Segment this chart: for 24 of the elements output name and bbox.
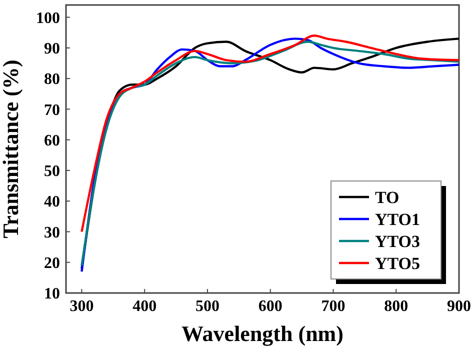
y-tick-label: 60 [44,132,60,150]
legend-label: YTO1 [375,210,420,229]
x-axis-title: Wavelength (nm) [182,321,344,346]
x-tick-label: 700 [321,298,346,315]
x-tick-label: 900 [447,298,471,315]
y-tick-label: 30 [44,224,60,242]
x-tick-label: 400 [132,298,157,315]
y-tick-label: 80 [44,71,60,88]
y-tick-label: 100 [36,10,60,27]
y-tick-label: 90 [44,40,60,58]
y-tick-label: 50 [44,163,60,180]
legend-label: YTO3 [375,232,420,251]
y-tick-label: 70 [44,102,60,119]
y-axis-title: Transmittance (%) [0,60,23,238]
y-tick-label: 40 [44,194,60,211]
x-tick-label: 500 [195,298,220,315]
y-tick-label: 10 [44,286,60,303]
x-tick-label: 300 [70,298,94,315]
legend-label: YTO5 [375,254,420,273]
y-tick-label: 20 [44,254,60,272]
legend-label: TO [375,188,400,207]
x-tick-label: 800 [384,298,408,315]
x-tick-label: 600 [258,298,282,315]
line-series [80,34,460,233]
